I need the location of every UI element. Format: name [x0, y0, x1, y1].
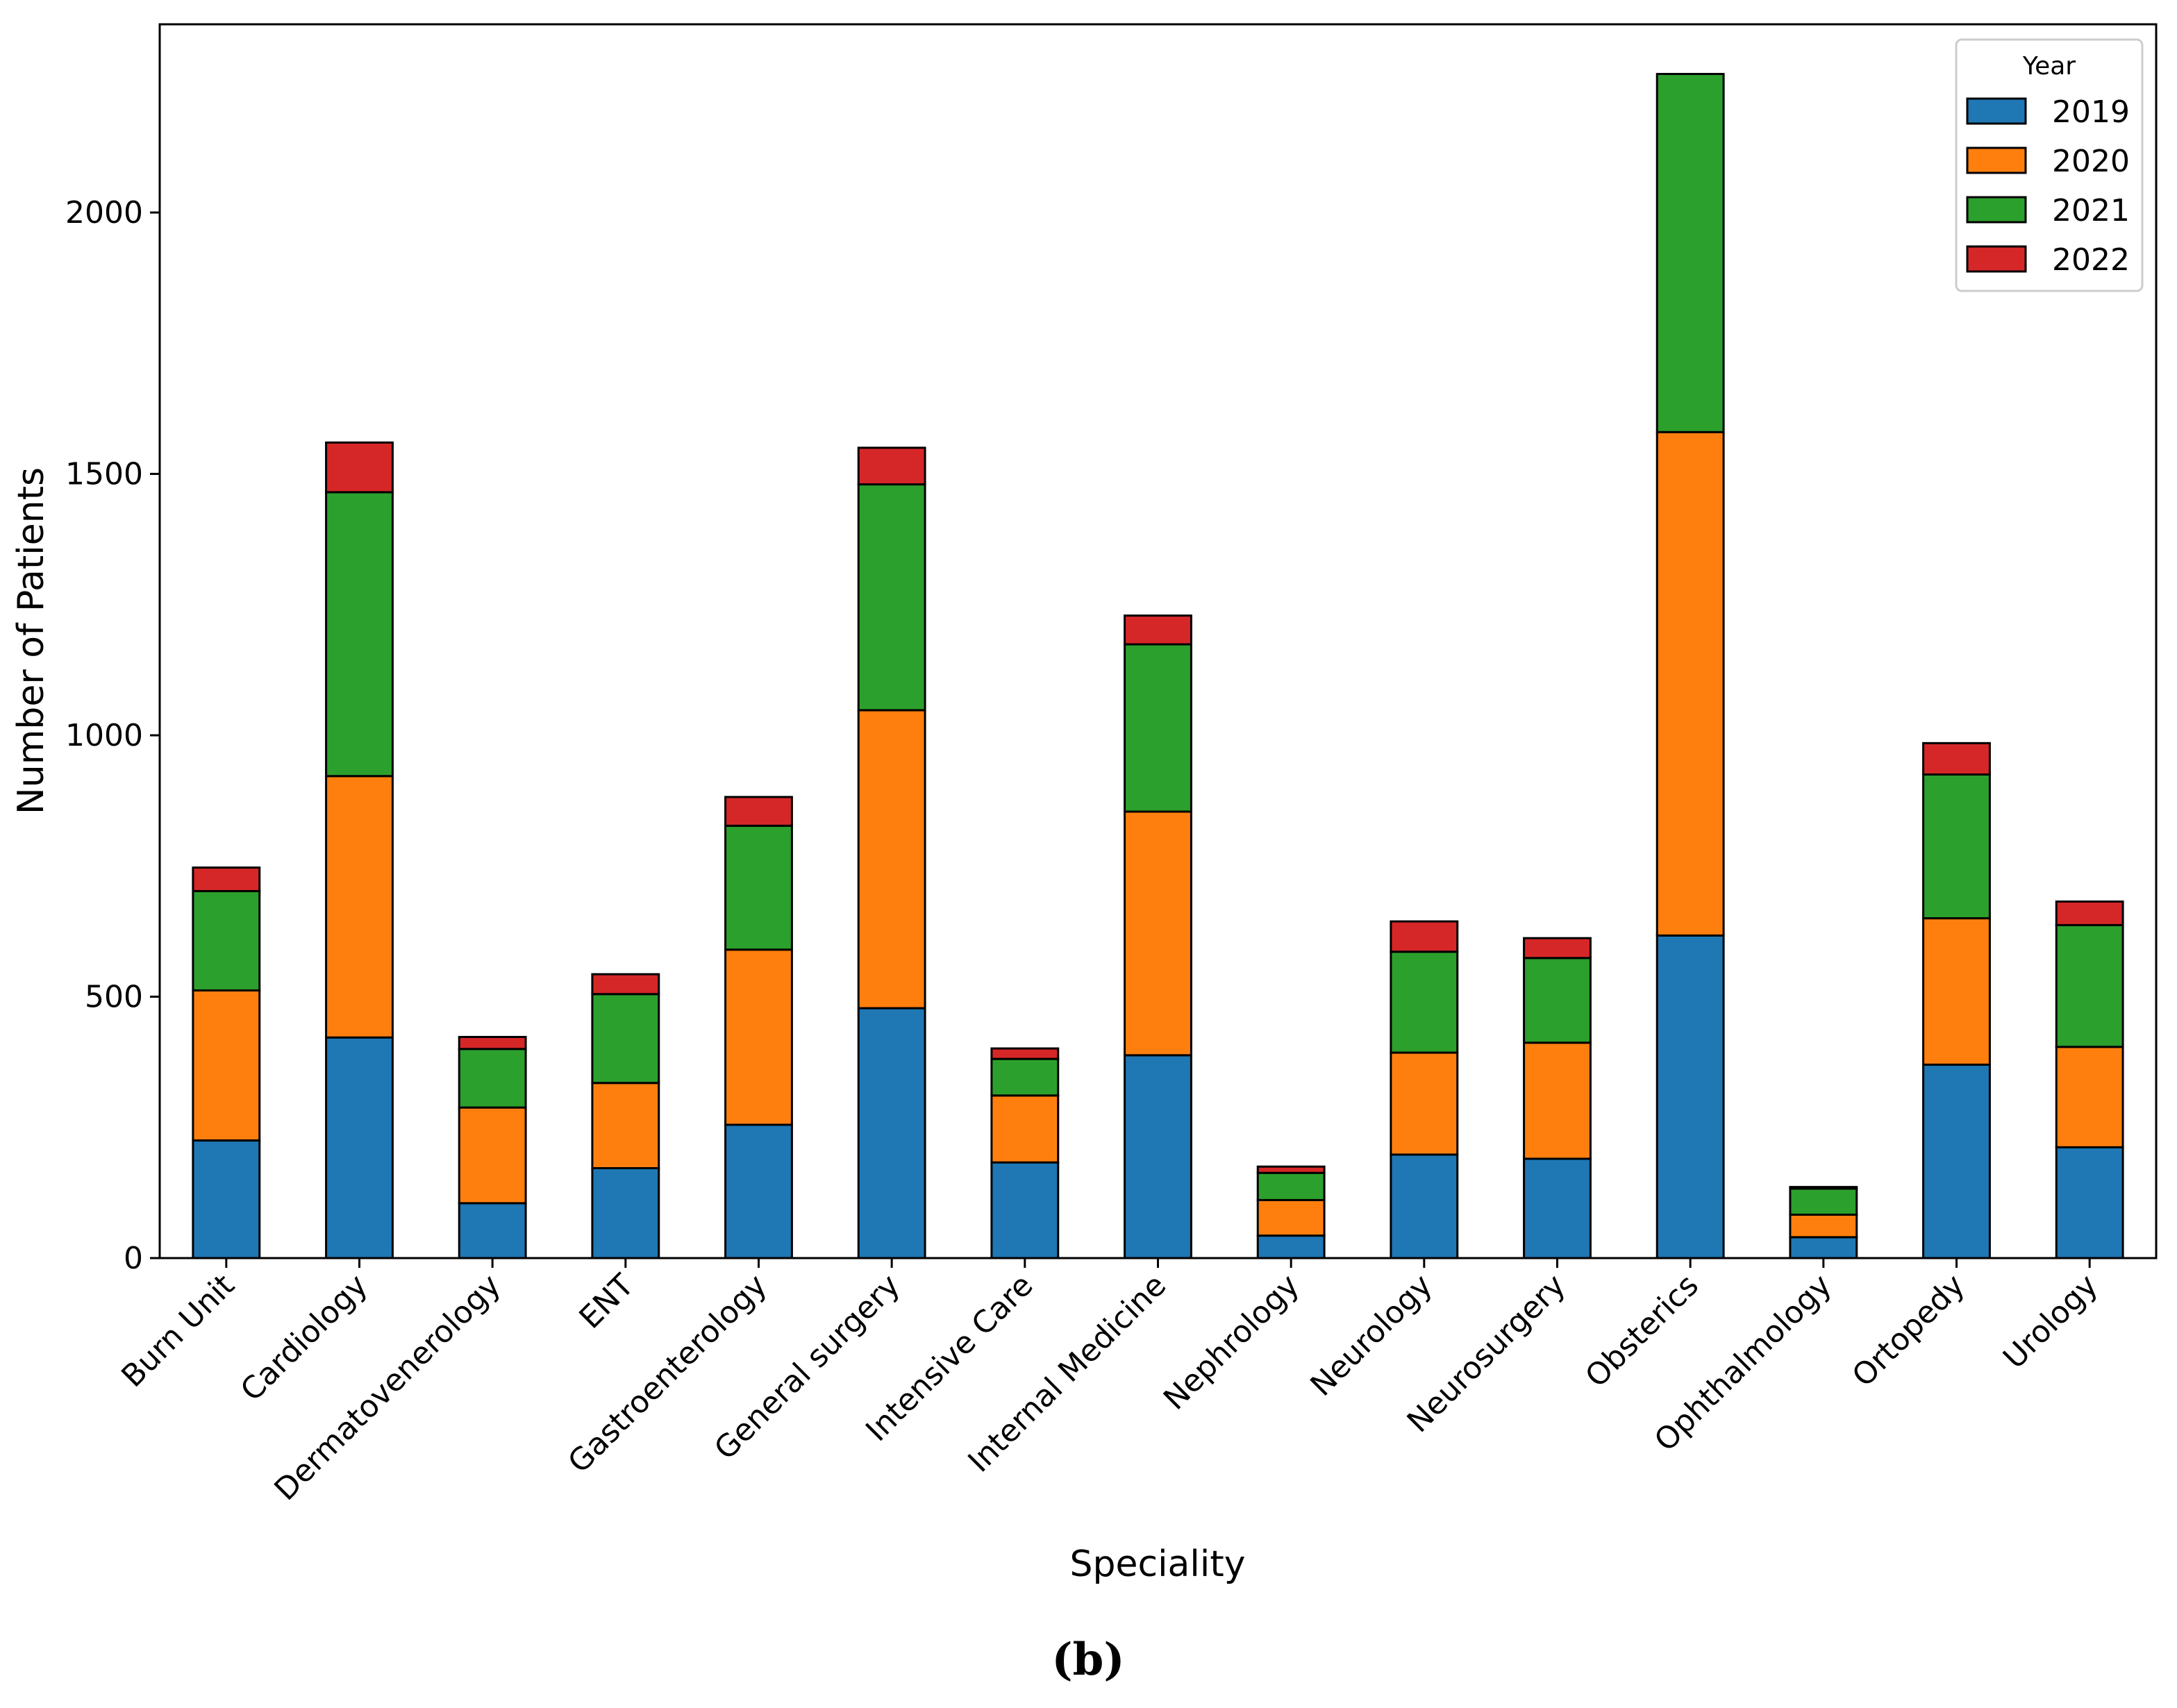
- legend-swatch-2021: [1966, 196, 2027, 224]
- bar-internal-medicine-2021: [1124, 643, 1192, 813]
- bar-ophthalmology-2021: [1789, 1187, 1858, 1216]
- bar-intensive-care-2019: [990, 1161, 1060, 1259]
- bar-general-surgery-2019: [857, 1007, 926, 1259]
- bar-cardiology-2022: [325, 441, 394, 494]
- bar-gastroenterology-2021: [724, 824, 793, 951]
- bar-ent-2021: [591, 993, 660, 1085]
- bar-dermatovenerology-2020: [458, 1106, 527, 1205]
- x-tick-label: Urology: [1996, 1268, 2105, 1376]
- bar-urology-2021: [2055, 923, 2124, 1048]
- bar-gastroenterology-2020: [724, 948, 793, 1126]
- bar-ophthalmology-2020: [1789, 1214, 1858, 1239]
- bar-ortopedy-2022: [1922, 742, 1991, 776]
- legend-label-2020: 2020: [2052, 144, 2130, 179]
- bar-neurosurgery-2022: [1523, 937, 1592, 960]
- bar-ophthalmology-2019: [1789, 1236, 1858, 1259]
- bar-general-surgery-2021: [857, 483, 926, 712]
- legend: Year 2019 2020 2021 2022: [1955, 38, 2144, 292]
- x-axis-title: Speciality: [1070, 1543, 1246, 1585]
- x-tick-label: Ortopedy: [1846, 1268, 1972, 1394]
- bar-nephrology-2021: [1256, 1171, 1326, 1201]
- bar-ortopedy-2021: [1922, 773, 1991, 920]
- x-tick-label: Nephrology: [1157, 1268, 1306, 1417]
- bar-ent-2020: [591, 1082, 660, 1169]
- bars-layer: [192, 73, 2124, 1259]
- bar-intensive-care-2022: [990, 1047, 1060, 1060]
- y-axis-title: Number of Patients: [10, 467, 52, 814]
- bar-general-surgery-2022: [857, 446, 926, 486]
- legend-label-2022: 2022: [2052, 242, 2130, 278]
- bar-intensive-care-2021: [990, 1057, 1060, 1097]
- bar-dermatovenerology-2019: [458, 1202, 527, 1259]
- bar-nephrology-2022: [1256, 1165, 1326, 1174]
- bar-ortopedy-2020: [1922, 917, 1991, 1066]
- bar-burn-unit-2021: [192, 889, 261, 991]
- bar-cardiology-2020: [325, 775, 394, 1039]
- bar-burn-unit-2022: [192, 866, 261, 892]
- x-tick-label: Burn Unit: [115, 1268, 241, 1394]
- legend-swatch-2020: [1966, 146, 2027, 174]
- bar-general-surgery-2020: [857, 709, 926, 1010]
- bar-cardiology-2019: [325, 1036, 394, 1259]
- bar-neurosurgery-2019: [1523, 1157, 1592, 1259]
- bar-intensive-care-2020: [990, 1094, 1060, 1164]
- bar-cardiology-2021: [325, 491, 394, 778]
- bar-neurosurgery-2020: [1523, 1041, 1592, 1160]
- bar-ent-2022: [591, 973, 660, 996]
- x-tick-label: Cardiology: [234, 1268, 374, 1408]
- bar-burn-unit-2019: [192, 1139, 261, 1259]
- bar-internal-medicine-2019: [1124, 1054, 1192, 1259]
- bar-urology-2020: [2055, 1046, 2124, 1148]
- legend-label-2021: 2021: [2052, 193, 2130, 228]
- bar-gastroenterology-2019: [724, 1123, 793, 1259]
- bar-nephrology-2019: [1256, 1234, 1326, 1259]
- y-tick-label: 0: [124, 1241, 143, 1276]
- legend-swatch-2019: [1966, 97, 2027, 125]
- bar-ophthalmology-2022: [1789, 1186, 1858, 1190]
- bar-neurology-2020: [1390, 1051, 1459, 1156]
- bar-urology-2019: [2055, 1146, 2124, 1259]
- bar-ent-2019: [591, 1166, 660, 1259]
- bar-dermatovenerology-2022: [458, 1035, 527, 1050]
- x-tick-label: ENT: [573, 1268, 641, 1336]
- bar-nephrology-2020: [1256, 1198, 1326, 1237]
- bar-neurology-2021: [1390, 951, 1459, 1054]
- bar-neurosurgery-2021: [1523, 957, 1592, 1044]
- y-tick-label: 2000: [65, 195, 143, 231]
- bar-obsterics-2019: [1655, 934, 1725, 1259]
- bar-gastroenterology-2022: [724, 796, 793, 827]
- y-tick-label: 1000: [65, 718, 143, 753]
- x-tick-label: Dermatovenerology: [268, 1268, 508, 1507]
- x-tick-label: Obsterics: [1578, 1268, 1705, 1395]
- bar-ortopedy-2019: [1922, 1063, 1991, 1259]
- bar-obsterics-2020: [1655, 430, 1725, 937]
- bar-urology-2022: [2055, 900, 2124, 926]
- figure-caption: (b): [1051, 1634, 1124, 1686]
- bar-neurology-2022: [1390, 920, 1459, 953]
- legend-title: Year: [2022, 52, 2076, 81]
- bar-dermatovenerology-2021: [458, 1048, 527, 1109]
- bar-obsterics-2021: [1655, 73, 1725, 433]
- x-tick-label: Neurology: [1303, 1268, 1439, 1403]
- legend-label-2019: 2019: [2052, 94, 2130, 130]
- legend-swatch-2022: [1966, 245, 2027, 273]
- bar-internal-medicine-2022: [1124, 614, 1192, 646]
- y-axis: 0 500 1000 1500 2000: [65, 195, 160, 1276]
- bar-internal-medicine-2020: [1124, 810, 1192, 1057]
- bar-neurology-2019: [1390, 1153, 1459, 1259]
- legend-items: 2019 2020 2021 2022: [1966, 94, 2130, 278]
- bar-burn-unit-2020: [192, 989, 261, 1142]
- y-tick-label: 500: [85, 980, 143, 1015]
- y-tick-label: 1500: [65, 457, 143, 492]
